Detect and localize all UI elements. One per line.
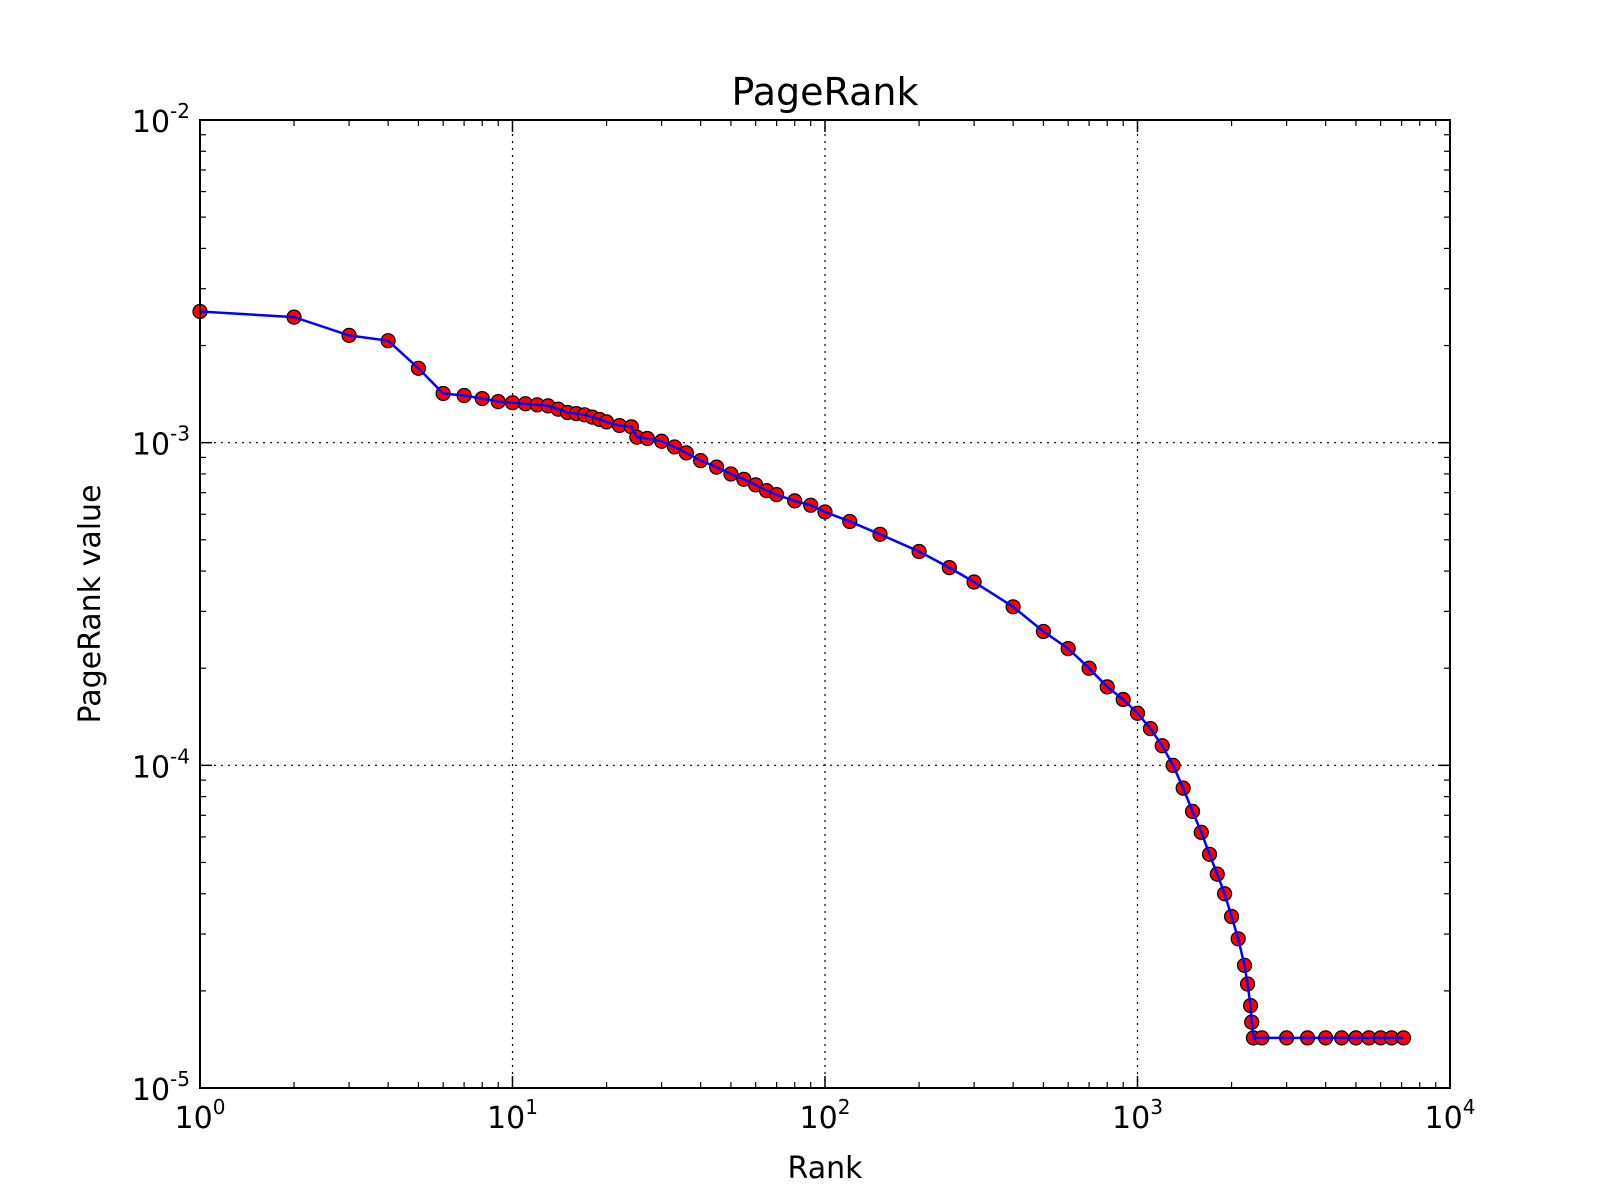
x-tick-label: 104 (1425, 1095, 1476, 1136)
y-axis-label: PageRank value (73, 484, 108, 723)
x-tick-labels: 100 101 102 103 104 (175, 1095, 1476, 1136)
x-tick-label: 100 (175, 1095, 226, 1136)
y-tick-labels: 10-5 10-4 10-3 10-2 (132, 99, 190, 1108)
series-line (199, 310, 1404, 1040)
chart-title: PageRank (732, 70, 919, 114)
grid (200, 120, 1450, 1088)
x-axis-label: Rank (788, 1151, 864, 1186)
x-tick-label: 101 (487, 1095, 538, 1136)
y-tick-label: 10-4 (132, 744, 190, 785)
data-series (192, 303, 1412, 1046)
y-tick-label: 10-2 (132, 99, 190, 140)
x-tick-label: 102 (800, 1095, 851, 1136)
y-tick-label: 10-3 (132, 422, 190, 463)
y-tick-label: 10-5 (132, 1067, 190, 1108)
x-tick-label: 103 (1112, 1095, 1163, 1136)
plot-frame (199, 119, 1451, 1089)
